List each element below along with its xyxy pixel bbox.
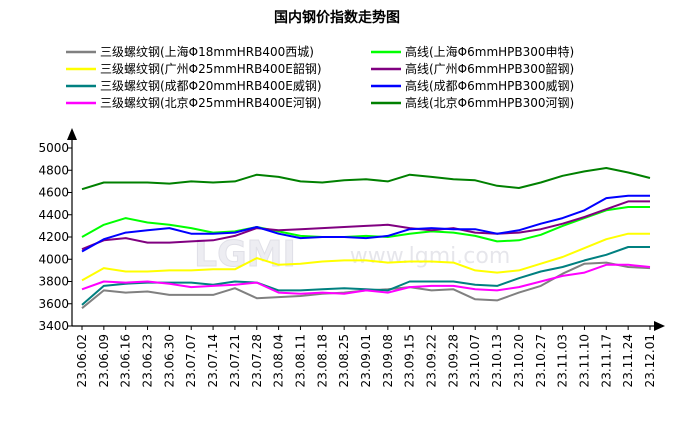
- watermark-url: www.lgmi.com: [350, 244, 511, 269]
- series-line: [81, 206, 650, 243]
- x-tick-label: 23.08.18: [315, 334, 329, 387]
- y-tick-label: 3800: [38, 275, 69, 289]
- x-tick-label: 23.06.02: [75, 334, 89, 387]
- x-tick-label: 23.10.20: [512, 334, 526, 387]
- legend-item: 高线(北京Φ6mmHPB300河钢): [371, 95, 574, 110]
- x-tick-label: 23.07.21: [228, 334, 242, 387]
- y-tick-label: 3600: [38, 297, 69, 311]
- plot-area: [81, 167, 651, 309]
- y-tick-label: 4800: [38, 163, 69, 177]
- series-line: [81, 261, 651, 309]
- legend-label: 高线(广州Φ6mmHPB300韶钢): [405, 61, 574, 76]
- legend: 三级螺纹钢(上海Φ18mmHRB400西城) 三级螺纹钢(广州Φ25mmHRB40…: [66, 44, 574, 110]
- y-tick-label: 5000: [38, 141, 69, 155]
- x-tick-label: 23.07.14: [206, 334, 220, 387]
- x-tick-label: 23.08.25: [337, 334, 351, 387]
- series-line: [81, 167, 651, 191]
- x-tick-label: 23.06.16: [119, 334, 133, 387]
- chart-title: 国内钢价指数走势图: [274, 9, 400, 26]
- axes: 3400 3600 3800 4000 4200 4400 4600 4800 5000 23.0…: [38, 128, 665, 387]
- series-line: [81, 246, 650, 306]
- legend-item: 三级螺纹钢(广州Φ25mmHRB400E韶钢): [66, 61, 322, 76]
- y-tick-label: 4400: [38, 208, 69, 222]
- legend-label: 高线(上海Φ6mmHPB300申特): [405, 44, 574, 59]
- legend-item: 三级螺纹钢(北京Φ25mmHRB400E河钢): [66, 96, 322, 110]
- y-axis-arrow: [67, 128, 77, 140]
- x-tick-label: 23.09.28: [446, 334, 460, 387]
- x-tick-label: 23.11.03: [556, 334, 570, 387]
- watermark: LGMI www.lgmi.com: [194, 234, 511, 276]
- legend-item: 高线(成都Φ6mmHPB300威钢): [371, 78, 574, 93]
- x-axis-arrow: [654, 321, 665, 331]
- x-tick-label: 23.09.15: [403, 334, 417, 387]
- legend-label: 三级螺纹钢(北京Φ25mmHRB400E河钢): [100, 96, 322, 110]
- x-tick-label: 23.10.13: [490, 334, 504, 387]
- legend-label: 高线(成都Φ6mmHPB300威钢): [405, 78, 574, 93]
- x-tick-label: 23.09.08: [381, 334, 395, 387]
- legend-item: 高线(广州Φ6mmHPB300韶钢): [371, 61, 574, 76]
- x-tick-label: 23.12.01: [643, 334, 657, 387]
- legend-item: 高线(上海Φ6mmHPB300申特): [371, 44, 574, 59]
- x-tick-label: 23.06.23: [141, 334, 155, 387]
- legend-label: 三级螺纹钢(广州Φ25mmHRB400E韶钢): [100, 61, 322, 76]
- x-tick-label: 23.11.17: [599, 334, 613, 387]
- x-tick-label: 23.09.22: [425, 334, 439, 387]
- x-tick-label: 23.06.09: [97, 334, 111, 387]
- x-tick-label: 23.08.04: [272, 334, 286, 387]
- x-tick-label: 23.10.07: [468, 334, 482, 387]
- x-tick-label: 23.08.11: [294, 334, 308, 387]
- legend-item: 三级螺纹钢(上海Φ18mmHRB400西城): [66, 44, 314, 59]
- series-line: [81, 263, 651, 295]
- y-tick-label: 4200: [38, 230, 69, 244]
- legend-item: 三级螺纹钢(成都Φ20mmHRB400E威钢): [66, 79, 322, 93]
- x-tick-label: 23.10.27: [534, 334, 548, 387]
- series-line: [81, 232, 650, 282]
- series-line: [81, 200, 650, 251]
- legend-label: 三级螺纹钢(成都Φ20mmHRB400E威钢): [100, 79, 322, 93]
- y-tick-label: 3400: [38, 319, 69, 333]
- x-tick-label: 23.07.07: [184, 334, 198, 387]
- y-tick-label: 4000: [38, 252, 69, 266]
- x-tick-label: 23.06.30: [162, 334, 176, 387]
- x-tick-label: 23.07.28: [250, 334, 264, 387]
- legend-label: 三级螺纹钢(上海Φ18mmHRB400西城): [100, 44, 314, 59]
- x-tick-label: 23.11.24: [621, 334, 635, 387]
- y-tick-label: 4600: [38, 186, 69, 200]
- x-tick-label: 23.09.01: [359, 334, 373, 387]
- series-line: [81, 194, 650, 253]
- legend-label: 高线(北京Φ6mmHPB300河钢): [405, 95, 574, 110]
- x-tick-label: 23.11.10: [578, 334, 592, 387]
